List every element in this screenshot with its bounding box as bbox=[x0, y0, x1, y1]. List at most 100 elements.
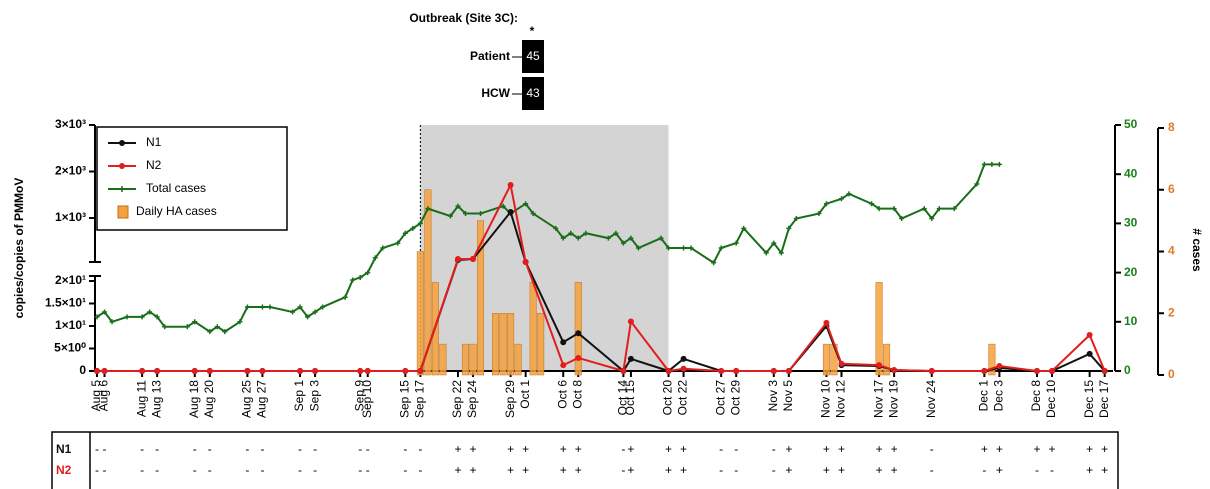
point bbox=[139, 314, 145, 320]
point bbox=[786, 225, 792, 231]
table-cell: - bbox=[403, 463, 407, 477]
point bbox=[297, 304, 303, 310]
point bbox=[628, 235, 634, 241]
point bbox=[575, 330, 582, 337]
x-tick-label: Aug 27 bbox=[255, 380, 269, 418]
x-tick-label: Dec 15 bbox=[1082, 380, 1096, 418]
table-cell: + bbox=[1086, 463, 1093, 477]
point bbox=[733, 240, 739, 246]
table-cell: + bbox=[785, 442, 792, 456]
table-cell: + bbox=[575, 463, 582, 477]
table-cell: - bbox=[140, 442, 144, 456]
point bbox=[154, 368, 161, 374]
point bbox=[996, 363, 1003, 370]
x-tick-label: Dec 3 bbox=[992, 380, 1006, 412]
point bbox=[305, 314, 311, 320]
y2-tick-label: 10 bbox=[1124, 314, 1138, 328]
table-cell: - bbox=[155, 442, 159, 456]
point bbox=[553, 225, 559, 231]
point bbox=[214, 324, 220, 330]
point bbox=[259, 304, 265, 310]
x-tick-label: Nov 5 bbox=[781, 380, 795, 412]
bar bbox=[514, 343, 522, 376]
point bbox=[507, 181, 514, 188]
table-cell: - bbox=[734, 442, 738, 456]
y-tick-label: 0 bbox=[79, 363, 86, 377]
table-cell: + bbox=[680, 463, 687, 477]
table-cell: - bbox=[358, 463, 362, 477]
point bbox=[989, 161, 995, 167]
table-cell: - bbox=[208, 463, 212, 477]
row-value: 45 bbox=[526, 49, 540, 63]
y-tick-label: 3×10³ bbox=[55, 117, 86, 131]
table-cell: - bbox=[403, 442, 407, 456]
point bbox=[823, 319, 830, 326]
table-cell: + bbox=[627, 442, 634, 456]
point bbox=[741, 225, 747, 231]
point bbox=[869, 201, 875, 207]
table-cell: - bbox=[95, 442, 99, 456]
table-cell: + bbox=[823, 442, 830, 456]
patient-box bbox=[522, 40, 544, 73]
row-value: 43 bbox=[526, 86, 540, 100]
table-cell: - bbox=[734, 463, 738, 477]
bar bbox=[883, 343, 891, 376]
x-tick-label: Nov 12 bbox=[834, 380, 848, 418]
y3-tick-label: 0 bbox=[1168, 367, 1175, 381]
table-cell: - bbox=[260, 463, 264, 477]
point bbox=[523, 201, 529, 207]
x-tick-label: Nov 3 bbox=[766, 380, 780, 412]
y2-tick-label: 0 bbox=[1124, 363, 1131, 377]
table-cell: - bbox=[719, 442, 723, 456]
point bbox=[102, 309, 108, 315]
table-cell: + bbox=[838, 442, 845, 456]
bar bbox=[461, 343, 469, 376]
point bbox=[320, 304, 326, 310]
point bbox=[139, 368, 146, 374]
x-tick-label: Sep 24 bbox=[465, 380, 479, 418]
table-cell: - bbox=[621, 463, 625, 477]
point bbox=[162, 324, 168, 330]
table-cell: + bbox=[785, 463, 792, 477]
point bbox=[380, 245, 386, 251]
point bbox=[891, 367, 898, 374]
table-cell: + bbox=[891, 442, 898, 456]
point bbox=[94, 314, 100, 320]
y2-tick-label: 40 bbox=[1124, 166, 1138, 180]
point bbox=[500, 203, 506, 209]
table-cell: + bbox=[560, 442, 567, 456]
y3-tick-label: 8 bbox=[1168, 120, 1175, 134]
table-cell: - bbox=[155, 463, 159, 477]
point bbox=[846, 191, 852, 197]
point bbox=[876, 206, 882, 212]
table-cell: - bbox=[313, 442, 317, 456]
point bbox=[192, 319, 198, 325]
point bbox=[575, 235, 581, 241]
y-axis-label: copies/copies of PMMoV bbox=[12, 178, 26, 319]
table-cell: - bbox=[418, 463, 422, 477]
point bbox=[1086, 350, 1093, 357]
table-cell: - bbox=[298, 463, 302, 477]
table-cell: + bbox=[876, 463, 883, 477]
point bbox=[191, 368, 198, 374]
point bbox=[613, 230, 619, 236]
x-tick-label: Nov 19 bbox=[886, 380, 900, 418]
x-tick-label: Dec 1 bbox=[977, 380, 991, 412]
x-tick-label: Aug 6 bbox=[97, 380, 111, 412]
bar bbox=[499, 313, 507, 376]
row-label: HCW bbox=[481, 86, 510, 100]
table-cell: - bbox=[719, 463, 723, 477]
x-tick-label: Aug 11 bbox=[134, 380, 148, 417]
x-tick-label: Oct 6 bbox=[555, 380, 569, 409]
x-tick-label: Sep 10 bbox=[360, 380, 374, 418]
point bbox=[206, 368, 213, 374]
table-row-label: N1 bbox=[56, 442, 72, 456]
point bbox=[222, 329, 228, 335]
point bbox=[928, 368, 935, 374]
point bbox=[455, 203, 461, 209]
point bbox=[364, 368, 371, 374]
point bbox=[402, 230, 408, 236]
table-cell: + bbox=[891, 463, 898, 477]
table-cell: + bbox=[996, 463, 1003, 477]
legend-marker bbox=[119, 140, 125, 146]
